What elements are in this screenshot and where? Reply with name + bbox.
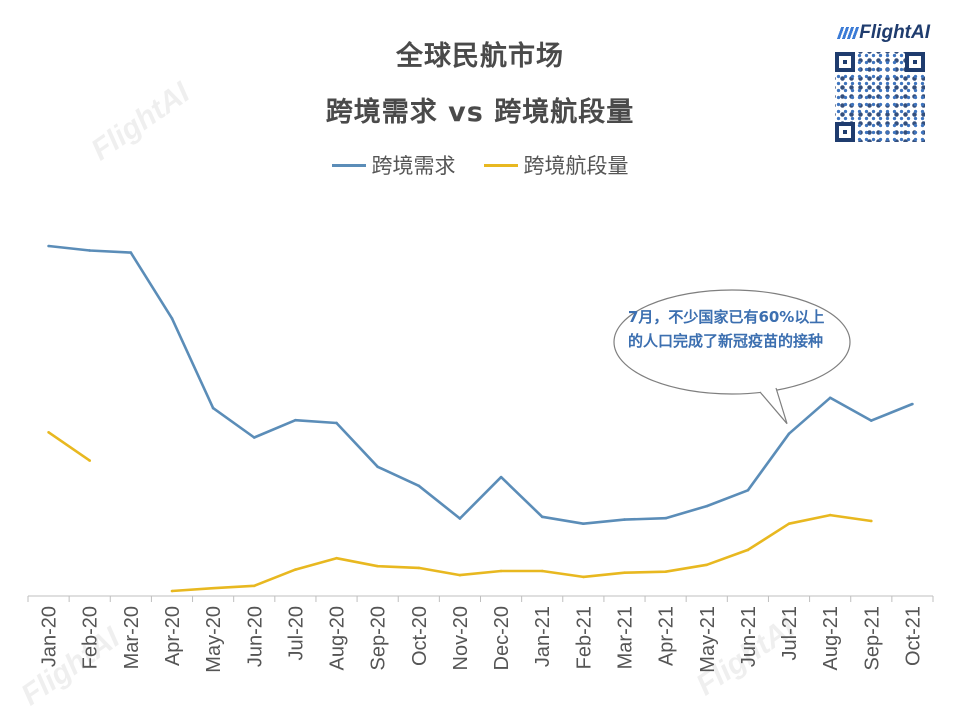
x-tick-label: Jun-20	[244, 606, 266, 667]
x-tick-label: Apr-20	[162, 606, 184, 666]
data-point	[664, 570, 667, 573]
x-tick-label: Sep-21	[861, 606, 883, 671]
chart-title-line2: 跨境需求 vs 跨境航段量	[325, 97, 635, 128]
legend-item-demand: 跨境需求	[331, 150, 456, 180]
data-point	[582, 575, 585, 579]
data-point	[252, 436, 256, 439]
data-point	[129, 251, 133, 254]
x-tick-label: Jan-21	[532, 606, 554, 667]
data-point	[211, 406, 215, 410]
qr-corner-tl	[835, 52, 855, 72]
annotation-callout	[613, 289, 851, 425]
series-line-demand	[48, 244, 913, 525]
legend-swatch-sectors	[483, 163, 518, 167]
data-point	[417, 566, 421, 570]
x-tick-label: May-21	[697, 606, 719, 673]
data-point	[869, 419, 873, 422]
data-point	[705, 563, 709, 567]
x-tick-label: Feb-21	[573, 606, 595, 669]
x-tick-label: Aug-20	[327, 606, 349, 671]
data-point	[458, 517, 462, 520]
flightai-logo: FlightAI	[837, 22, 930, 44]
legend-swatch-demand	[331, 163, 366, 167]
x-tick-label: Apr-21	[656, 606, 678, 666]
data-point	[417, 484, 421, 488]
data-point	[88, 459, 92, 462]
data-point	[47, 431, 50, 434]
data-point	[47, 244, 50, 248]
data-point	[582, 522, 585, 526]
legend-label-demand: 跨境需求	[371, 154, 456, 178]
logo-text: FlightAI	[859, 22, 930, 43]
x-tick-label: Jul-20	[285, 606, 307, 660]
x-tick-label: Sep-20	[368, 606, 390, 671]
annotation-text: 7月，不少国家已有60%以上的人口完成了新冠疫苗的接种	[628, 308, 825, 350]
x-tick-label: Mar-21	[614, 606, 636, 669]
data-point	[499, 569, 503, 573]
data-point	[252, 584, 256, 588]
data-point	[705, 504, 709, 508]
x-tick-label: Oct-20	[409, 606, 431, 666]
x-tick-label: Jun-21	[738, 606, 760, 667]
data-point	[170, 317, 174, 320]
data-point	[294, 568, 297, 571]
x-tick-label: Jan-20	[39, 606, 61, 667]
data-point	[828, 513, 832, 517]
data-point	[623, 571, 626, 575]
qr-code-icon	[835, 52, 925, 142]
data-point	[170, 589, 174, 593]
legend-label-sectors: 跨境航段量	[523, 154, 629, 178]
data-point	[335, 421, 338, 425]
x-tick-label: Feb-20	[80, 606, 102, 669]
data-point	[787, 522, 791, 526]
x-tick-label: Oct-21	[902, 606, 924, 666]
data-point	[911, 402, 914, 406]
data-point	[499, 475, 503, 479]
data-point	[335, 556, 338, 560]
legend-item-sectors: 跨境航段量	[483, 150, 629, 180]
data-point	[376, 564, 379, 568]
callout-seam	[760, 386, 776, 392]
legend: 跨境需求 跨境航段量	[0, 150, 960, 180]
data-point	[828, 396, 832, 400]
x-tick-label: Nov-20	[450, 606, 472, 670]
qr-corner-tr	[905, 52, 925, 72]
data-point	[458, 573, 462, 577]
data-point	[869, 519, 873, 523]
callout-pointer	[759, 387, 788, 425]
x-tick-label: May-20	[203, 606, 225, 673]
callout-bubble	[613, 289, 851, 395]
series-line-sectors	[47, 431, 872, 593]
data-point	[88, 249, 92, 252]
data-point	[746, 548, 750, 552]
qr-corner-bl	[835, 122, 855, 142]
x-tick-label: Mar-20	[121, 606, 143, 669]
x-tick-label: Aug-21	[820, 606, 842, 671]
chart-title-line1: 全球民航市场	[396, 41, 564, 72]
data-point	[787, 432, 791, 435]
data-point	[664, 516, 667, 520]
data-point	[623, 518, 626, 521]
data-point	[376, 465, 379, 469]
data-point	[540, 569, 544, 573]
data-point	[746, 488, 750, 492]
data-point	[211, 586, 215, 590]
data-point	[540, 515, 544, 519]
x-tick-label: Jul-21	[779, 606, 801, 660]
x-tick-label: Dec-20	[491, 606, 513, 670]
data-point	[294, 418, 297, 422]
